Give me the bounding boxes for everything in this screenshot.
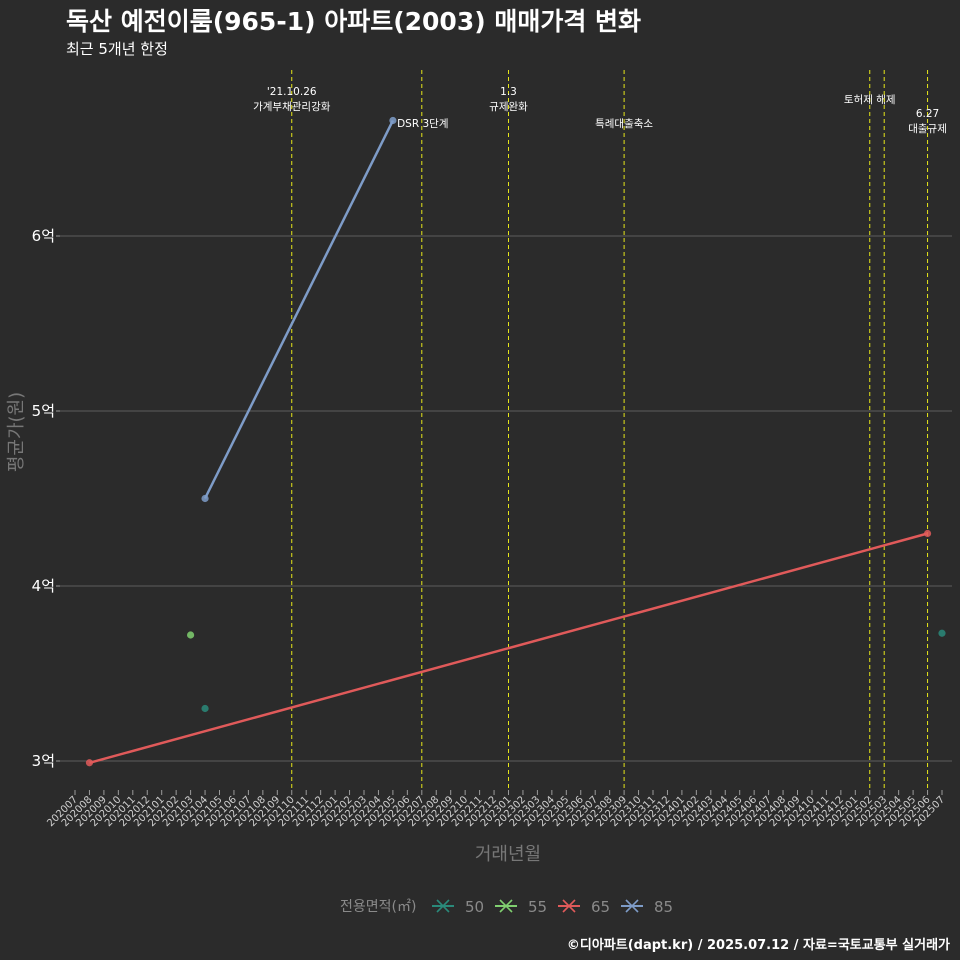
legend-item-55: 55 (495, 898, 547, 916)
event-label: 대출규제 (908, 123, 947, 135)
series-line-85 (203, 119, 395, 500)
y-axis-title: 평균가(원) (6, 392, 27, 472)
data-point-50 (938, 629, 946, 637)
legend-key-cross (625, 899, 639, 913)
legend-key-cross (499, 899, 513, 913)
legend-label: 55 (528, 898, 547, 916)
legend-item-50: 50 (432, 898, 484, 916)
data-point-55 (187, 631, 195, 639)
event-label: 토허제 해제 (844, 93, 896, 106)
legend-item-65: 65 (558, 898, 610, 916)
event-label: 규제완화 (489, 100, 528, 113)
legend-label: 85 (654, 898, 673, 916)
data-point-50 (201, 704, 209, 713)
data-point-85 (201, 494, 209, 503)
event-label: 특례대출축소 (595, 118, 653, 130)
legend-title: 전용면적(㎡) (340, 899, 416, 915)
legend-item-85: 85 (621, 898, 673, 916)
event-label: 1.3 (500, 86, 517, 98)
data-point-65 (85, 759, 94, 767)
y-tick-label: 6억 (32, 227, 55, 245)
data-point-85 (389, 116, 397, 125)
y-tick-label: 5억 (32, 402, 55, 420)
event-label: 6.27 (916, 108, 939, 120)
event-label: 가계부채관리강화 (253, 101, 331, 113)
chart-subtitle: 최근 5개년 한정 (66, 40, 168, 58)
event-label: DSR 3단계 (397, 118, 448, 130)
legend-key-cross (436, 899, 450, 913)
legend-key-cross (562, 899, 576, 913)
y-tick-label: 4억 (32, 577, 55, 595)
series-line-65 (89, 532, 928, 765)
x-axis-title: 거래년월 (475, 844, 541, 865)
legend-label: 65 (591, 898, 610, 916)
y-tick-label: 3억 (32, 752, 55, 770)
legend-label: 50 (465, 898, 484, 916)
source-caption: ©디아파트(dapt.kr) / 2025.07.12 / 자료=국토교통부 실… (566, 938, 950, 953)
event-label: '21.10.26 (267, 86, 317, 98)
chart-title: 독산 예전이룸(965-1) 아파트(2003) 매매가격 변화 (66, 7, 642, 36)
data-point-65 (923, 529, 932, 538)
